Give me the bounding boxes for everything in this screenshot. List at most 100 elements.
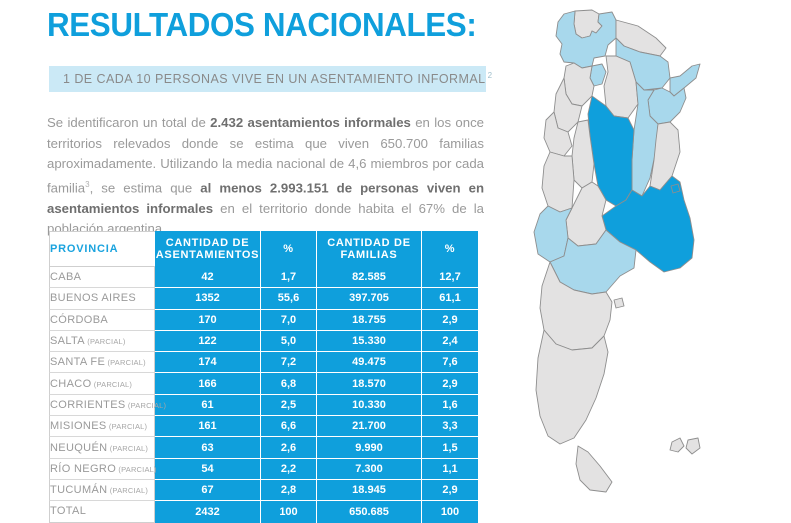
cell-pct-asentamientos: 2,8 — [261, 479, 317, 502]
provincia-parcial-tag: (PARCIAL) — [116, 464, 157, 474]
provincia-name: BUENOS AIRES — [50, 292, 137, 305]
provincia-name: NEUQUÉN — [50, 441, 108, 454]
provincia-name: CÓRDOBA — [50, 313, 109, 326]
header-line-2: ASENTAMIENTOS — [155, 249, 260, 261]
cell-pct-asentamientos: 2,5 — [261, 394, 317, 417]
argentina-provinces-map — [533, 9, 701, 493]
table-header: PROVINCIA CANTIDAD DE ASENTAMIENTOS % CA… — [49, 231, 478, 267]
provincia-name: CABA — [50, 271, 82, 284]
cell-pct-asentamientos: 2,6 — [261, 437, 317, 459]
coastal-island-detail — [613, 297, 625, 309]
table-header-row: PROVINCIA CANTIDAD DE ASENTAMIENTOS % CA… — [49, 231, 478, 267]
header-line-1: CANTIDAD DE — [327, 236, 411, 249]
provincia-name: RÍO NEGRO — [50, 462, 117, 475]
cell-provincia: RÍO NEGRO (PARCIAL) — [49, 458, 157, 480]
cell-provincia: CORRIENTES (PARCIAL) — [49, 394, 166, 417]
paragraph-part-1: Se identificaron un total de — [47, 115, 211, 130]
cell-asentamientos: 170 — [155, 309, 261, 331]
province-santa-cruz — [535, 329, 609, 445]
province-tierra-del-fuego — [575, 445, 613, 493]
cell-pct-familias: 1,1 — [422, 458, 478, 480]
cell-asentamientos: 166 — [155, 373, 261, 395]
map-panel — [520, 0, 791, 514]
provincia-name: CHACO — [50, 377, 92, 390]
cell-provincia: SALTA (PARCIAL) — [49, 330, 155, 353]
cell-pct-asentamientos: 6,8 — [261, 373, 317, 395]
column-header-familias: CANTIDAD DE FAMILIAS — [317, 231, 422, 267]
provincia-parcial-tag: (PARCIAL) — [105, 358, 146, 368]
cell-asentamientos: 174 — [155, 352, 261, 374]
table-row: TUCUMÁN (PARCIAL) 67 2,8 18.945 2,9 — [49, 479, 478, 502]
cell-pct-asentamientos: 6,6 — [261, 416, 317, 438]
cell-asentamientos: 1352 — [155, 288, 261, 310]
province-la-rioja — [553, 77, 583, 133]
paragraph-bold-1: 2.432 asentamientos informales — [210, 115, 411, 130]
paragraph-footnote-marker: 3 — [85, 179, 90, 189]
cell-provincia: BUENOS AIRES — [49, 288, 155, 310]
cell-pct-familias: 2,9 — [422, 373, 478, 395]
cell-pct-familias: 1,6 — [422, 394, 478, 417]
table-row: CABA 42 1,7 82.585 12,7 — [49, 267, 478, 289]
provincia-name: TOTAL — [50, 505, 87, 518]
cell-familias: 7.300 — [317, 458, 422, 480]
cell-asentamientos: 61 — [155, 394, 261, 417]
table-row: NEUQUÉN (PARCIAL) 63 2,6 9.990 1,5 — [49, 437, 478, 459]
cell-familias: 49.475 — [317, 352, 422, 374]
subtitle-footnote-marker: 2 — [487, 71, 493, 81]
header-line-1: CANTIDAD DE — [165, 236, 250, 249]
cell-provincia: MISIONES (PARCIAL) — [49, 416, 155, 438]
cell-provincia: CHACO (PARCIAL) — [49, 373, 155, 395]
table-row: CHACO (PARCIAL) 166 6,8 18.570 2,9 — [49, 373, 478, 395]
table-row: SANTA FE (PARCIAL) 174 7,2 49.475 7,6 — [49, 352, 478, 374]
provincia-parcial-tag: (PARCIAL) — [107, 486, 149, 496]
cell-familias: 18.945 — [317, 479, 422, 502]
summary-paragraph: Se identificaron un total de 2.432 asent… — [47, 113, 484, 240]
cell-pct-asentamientos: 7,2 — [261, 352, 317, 374]
cell-asentamientos: 161 — [155, 416, 261, 438]
cell-asentamientos: 67 — [155, 479, 261, 502]
cell-pct-familias: 2,9 — [422, 309, 478, 331]
table-row: CÓRDOBA 170 7,0 18.755 2,9 — [49, 309, 478, 331]
cell-familias: 9.990 — [317, 437, 422, 459]
provincia-parcial-tag: (PARCIAL) — [84, 337, 126, 347]
cell-pct-familias: 2,4 — [422, 330, 478, 353]
cell-pct-asentamientos: 5,0 — [261, 330, 317, 353]
cell-pct-asentamientos: 100 — [261, 501, 317, 523]
cell-pct-familias: 3,3 — [422, 416, 478, 438]
provincia-name: CORRIENTES — [50, 398, 126, 411]
cell-familias: 10.330 — [317, 394, 422, 417]
table-row: CORRIENTES (PARCIAL) 61 2,5 10.330 1,6 — [49, 394, 478, 417]
column-header-asentamientos: CANTIDAD DE ASENTAMIENTOS — [155, 231, 261, 267]
table-row: MISIONES (PARCIAL) 161 6,6 21.700 3,3 — [49, 416, 478, 438]
cell-pct-asentamientos: 2,2 — [261, 458, 317, 480]
cell-pct-familias: 12,7 — [422, 267, 478, 289]
provincia-parcial-tag: (PARCIAL) — [106, 422, 148, 432]
table-row: RÍO NEGRO (PARCIAL) 54 2,2 7.300 1,1 — [49, 458, 478, 480]
paragraph-part-3: , se estima que — [89, 180, 201, 196]
cell-asentamientos: 122 — [155, 330, 261, 353]
cell-pct-asentamientos: 7,0 — [261, 309, 317, 331]
cell-familias: 650.685 — [317, 501, 422, 523]
islands-malvinas-west — [669, 437, 685, 453]
table-row: TOTAL 2432 100 650.685 100 — [49, 501, 478, 523]
cell-provincia: SANTA FE (PARCIAL) — [49, 352, 155, 374]
results-content-panel: RESULTADOS NACIONALES: 1 DE CADA 10 PERS… — [47, 6, 492, 523]
provincia-parcial-tag: (PARCIAL) — [107, 443, 149, 453]
cell-familias: 21.700 — [317, 416, 422, 438]
cell-pct-familias: 1,5 — [422, 437, 478, 459]
cell-pct-asentamientos: 55,6 — [261, 288, 317, 310]
table-row: SALTA (PARCIAL) 122 5,0 15.330 2,4 — [49, 330, 478, 353]
provincia-name: MISIONES — [50, 420, 107, 433]
islands-malvinas-east — [685, 437, 701, 455]
province-corrientes — [647, 87, 687, 125]
cell-pct-familias: 7,6 — [422, 352, 478, 374]
cell-familias: 15.330 — [317, 330, 422, 353]
provincia-parcial-tag: (PARCIAL) — [91, 379, 133, 389]
column-header-pct-asentamientos: % — [261, 231, 317, 267]
provincia-name: TUCUMÁN — [50, 484, 108, 497]
subtitle-text: 1 DE CADA 10 PERSONAS VIVE EN UN ASENTAM… — [49, 71, 492, 86]
cell-familias: 397.705 — [317, 288, 422, 310]
header-line-2: FAMILIAS — [340, 249, 398, 261]
cell-provincia: CÓRDOBA — [49, 309, 155, 331]
provincia-name: SALTA — [50, 335, 85, 348]
